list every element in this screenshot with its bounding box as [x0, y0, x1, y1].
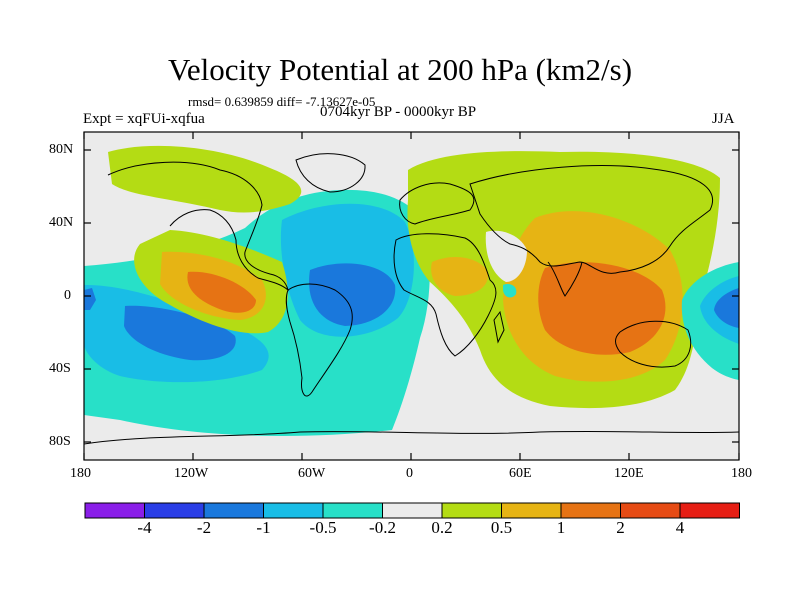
- contour-negative-core: [84, 288, 96, 310]
- x-tick-label: 0: [406, 466, 413, 481]
- coast-south-america: [285, 283, 353, 397]
- colorbar-swatch: [263, 502, 324, 519]
- x-tick-label: 180: [70, 466, 91, 481]
- colorbar: [84, 502, 740, 519]
- colorbar-label: 0.5: [490, 518, 513, 537]
- coast-antarctica: [84, 430, 739, 445]
- coast-asia: [469, 165, 713, 274]
- colorbar-swatch: [441, 502, 502, 519]
- rmsd-diff-stats: rmsd= 0.639859 diff= -7.13627e-05: [188, 94, 376, 109]
- coast-madagascar: [493, 310, 505, 344]
- colorbar-swatch: [560, 502, 621, 519]
- page-title: Velocity Potential at 200 hPa (km2/s): [167, 52, 633, 87]
- coastlines: [84, 153, 739, 445]
- x-tick-label: 120W: [174, 466, 209, 481]
- y-tick-label: 0: [64, 288, 71, 303]
- y-tick-label: 80S: [49, 434, 71, 449]
- colorbar-label: 0.2: [431, 518, 453, 537]
- y-tick-label: 40N: [49, 215, 74, 230]
- contour-positive-core: [187, 271, 256, 313]
- colorbar-swatch: [203, 502, 264, 519]
- coast-africa: [393, 233, 497, 357]
- contour-neutral: [485, 230, 527, 282]
- contour-negative-core: [309, 263, 396, 326]
- colorbar-swatch: [322, 502, 383, 519]
- colorbar-label: 4: [675, 518, 685, 537]
- colorbar-swatch: [679, 502, 740, 519]
- coast-australia: [615, 320, 692, 368]
- coast-north-america: [107, 161, 289, 292]
- colorbar-label: 2: [616, 518, 625, 537]
- colorbar-swatch: [501, 502, 562, 519]
- colorbar-label: -0.2: [369, 518, 396, 537]
- coast-greenland: [295, 153, 366, 193]
- contour-positive-mid: [431, 257, 489, 296]
- period-label: 0704kyr BP - 0000kyr BP: [320, 104, 477, 120]
- contour-field: [84, 132, 739, 460]
- colorbar-label: -1: [256, 518, 271, 537]
- experiment-label: Expt = xqFUi-xqfua: [83, 111, 205, 127]
- coast-indian-subcontinent: [547, 261, 583, 297]
- colorbar-label: -2: [196, 518, 212, 537]
- colorbar-label: 1: [556, 518, 566, 537]
- colorbar-swatch: [620, 502, 681, 519]
- x-tick-label: 60E: [509, 466, 532, 481]
- y-tick-label: 40S: [49, 361, 71, 376]
- colorbar-label: -4: [137, 518, 152, 537]
- colorbar-swatch: [84, 502, 145, 519]
- colorbar-label: -0.5: [309, 518, 337, 537]
- contour-negative-core: [124, 305, 236, 361]
- x-tick-label: 120E: [614, 466, 644, 481]
- x-tick-label: 180: [731, 466, 752, 481]
- x-tick-label: 60W: [298, 466, 326, 481]
- contour-positive-core: [538, 262, 666, 355]
- colorbar-swatch: [144, 502, 205, 519]
- contour-negative-core: [714, 288, 739, 328]
- season-label: JJA: [712, 111, 735, 127]
- y-tick-label: 80N: [49, 142, 74, 157]
- axis-ticks: [83, 132, 740, 460]
- coast-europe: [399, 182, 475, 225]
- contour-negative-small: [503, 284, 517, 298]
- colorbar-swatch: [382, 502, 443, 519]
